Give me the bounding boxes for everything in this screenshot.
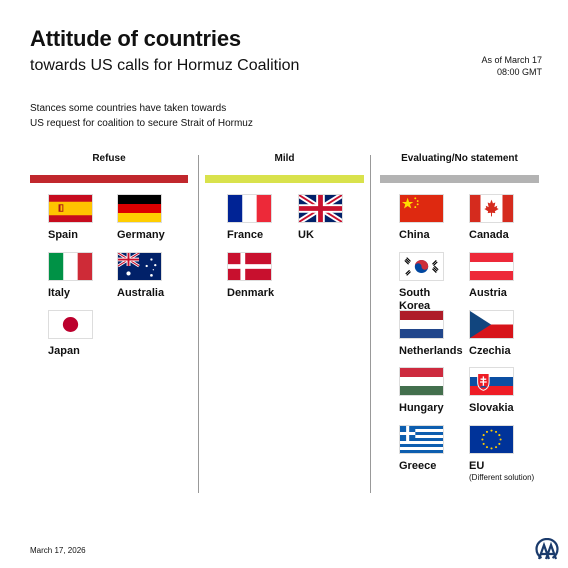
country-name: Austria xyxy=(469,287,507,299)
country-name: South Korea xyxy=(399,287,431,312)
country-germany: Germany xyxy=(117,194,197,242)
country-slovakia: Slovakia xyxy=(469,367,549,415)
refuse-bar xyxy=(30,175,188,183)
czechia-flag-icon xyxy=(469,310,514,339)
country-name: UK xyxy=(298,229,314,241)
country-france: France xyxy=(227,194,307,242)
canada-flag-icon xyxy=(469,194,514,223)
page-subtitle: towards US calls for Hormuz Coalition xyxy=(30,57,300,74)
country-name: EU xyxy=(469,460,485,472)
netherlands-flag-icon xyxy=(399,310,444,339)
country-name: Germany xyxy=(117,229,165,241)
column-heading-evaluating: Evaluating/No statement xyxy=(401,153,518,164)
country-name: Netherlands xyxy=(399,345,463,357)
country-name: Spain xyxy=(48,229,78,241)
japan-flag-icon xyxy=(48,310,93,339)
greece-flag-icon xyxy=(399,425,444,454)
country-hungary: Hungary xyxy=(399,367,479,415)
mild-bar xyxy=(205,175,364,183)
column-heading-refuse: Refuse xyxy=(92,153,126,164)
south-korea-flag-icon xyxy=(399,252,444,281)
country-greece: Greece xyxy=(399,425,479,473)
uk-flag-icon xyxy=(298,194,343,223)
country-uk: UK xyxy=(298,194,378,242)
country-south-korea: South Korea xyxy=(399,252,479,313)
country-note: (Different solution) xyxy=(469,473,535,482)
country-name: Greece xyxy=(399,460,437,472)
country-japan: Japan xyxy=(48,310,128,358)
country-name: Denmark xyxy=(227,287,275,299)
france-flag-icon xyxy=(227,194,272,223)
country-name: France xyxy=(227,229,264,241)
country-australia: Australia xyxy=(117,252,197,300)
timestamp-date: As of March 17 xyxy=(481,55,542,65)
hungary-flag-icon xyxy=(399,367,444,396)
column-divider-1 xyxy=(198,155,199,493)
footer-date: March 17, 2026 xyxy=(30,546,86,555)
eu-flag-icon xyxy=(469,425,514,454)
timestamp-time: 08:00 GMT xyxy=(496,67,542,77)
denmark-flag-icon xyxy=(227,252,272,281)
page-title: Attitude of countries xyxy=(30,26,241,51)
china-flag-icon xyxy=(399,194,444,223)
country-name: Slovakia xyxy=(469,402,514,414)
australia-flag-icon xyxy=(117,252,162,281)
country-spain: Spain xyxy=(48,194,128,242)
country-netherlands: Netherlands xyxy=(399,310,479,358)
country-eu: EU (Different solution) xyxy=(469,425,559,483)
italy-flag-icon xyxy=(48,252,93,281)
germany-flag-icon xyxy=(117,194,162,223)
country-canada: Canada xyxy=(469,194,549,242)
description-line-2: US request for coalition to secure Strai… xyxy=(30,118,253,129)
timestamp: As of March 17 08:00 GMT xyxy=(481,54,542,78)
country-name: Canada xyxy=(469,229,509,241)
description: Stances some countries have taken toward… xyxy=(30,101,253,131)
country-name: China xyxy=(399,229,430,241)
country-denmark: Denmark xyxy=(227,252,307,300)
country-name: Czechia xyxy=(469,345,511,357)
country-austria: Austria xyxy=(469,252,549,300)
column-heading-mild: Mild xyxy=(274,153,295,164)
country-name: Italy xyxy=(48,287,71,299)
country-name: Hungary xyxy=(399,402,444,414)
austria-flag-icon xyxy=(469,252,514,281)
country-czechia: Czechia xyxy=(469,310,549,358)
country-china: China xyxy=(399,194,479,242)
country-name: Japan xyxy=(48,345,80,357)
column-divider-2 xyxy=(370,155,371,493)
aa-logo-icon xyxy=(535,537,559,560)
evaluating-bar xyxy=(380,175,539,183)
description-line-1: Stances some countries have taken toward… xyxy=(30,103,227,114)
slovakia-flag-icon xyxy=(469,367,514,396)
country-name: Australia xyxy=(117,287,165,299)
country-italy: Italy xyxy=(48,252,128,300)
spain-flag-icon xyxy=(48,194,93,223)
